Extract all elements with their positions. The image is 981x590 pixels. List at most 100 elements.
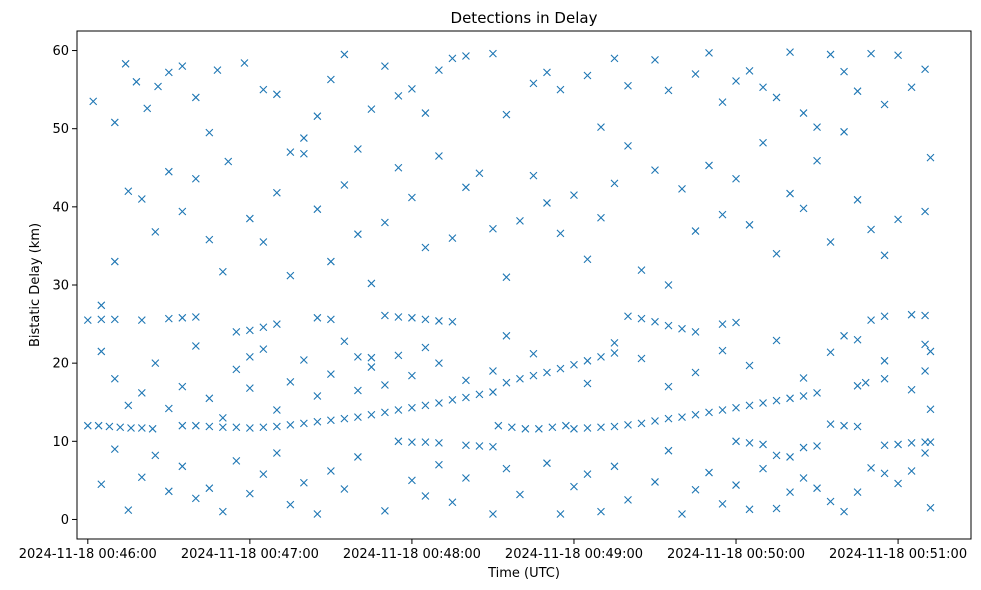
data-point — [313, 205, 322, 214]
data-point — [110, 257, 119, 266]
data-point — [245, 353, 254, 361]
data-point — [164, 404, 173, 413]
data-point — [191, 494, 200, 503]
data-point — [786, 394, 794, 403]
data-point — [691, 70, 700, 78]
data-point — [732, 403, 740, 412]
data-point — [448, 317, 457, 326]
data-point — [232, 423, 241, 432]
data-point — [651, 478, 659, 486]
data-point — [259, 323, 268, 332]
data-point — [772, 93, 781, 102]
chart-title: Detections in Delay — [451, 9, 598, 27]
data-point — [745, 361, 754, 370]
data-point — [502, 464, 511, 473]
data-point — [475, 442, 484, 450]
data-point — [921, 367, 929, 375]
data-point — [272, 449, 281, 457]
data-point — [570, 424, 578, 433]
data-point — [664, 446, 673, 455]
data-point — [853, 87, 862, 96]
data-point — [448, 54, 457, 63]
data-point — [610, 462, 619, 471]
data-point — [381, 381, 389, 389]
data-point — [408, 476, 416, 485]
data-point — [421, 438, 430, 446]
y-tick-label: 20 — [52, 357, 69, 372]
data-point — [218, 507, 227, 516]
data-point — [664, 414, 673, 423]
data-point — [583, 424, 592, 432]
x-tick-label: 2024-11-18 00:49:00 — [505, 547, 643, 562]
data-point — [354, 453, 362, 461]
data-point — [448, 395, 457, 404]
data-point — [926, 347, 935, 356]
data-point — [583, 470, 592, 479]
data-point — [97, 480, 106, 489]
data-point — [489, 49, 497, 58]
data-point — [340, 337, 349, 346]
data-point — [326, 467, 335, 475]
data-point — [759, 138, 767, 147]
data-point — [326, 257, 335, 266]
data-point — [894, 440, 902, 449]
data-point — [435, 359, 443, 368]
data-point — [178, 313, 187, 322]
y-tick-label: 0 — [61, 513, 69, 528]
data-point — [313, 313, 322, 322]
data-point — [718, 406, 727, 414]
data-point — [205, 128, 214, 137]
data-point — [151, 227, 160, 236]
data-point — [137, 424, 146, 432]
data-point — [354, 230, 362, 239]
data-point — [205, 422, 214, 431]
data-point — [97, 301, 106, 310]
data-point — [745, 401, 754, 410]
data-point — [178, 382, 187, 391]
data-point — [240, 59, 249, 67]
data-point — [543, 68, 551, 77]
data-point — [507, 423, 516, 432]
data-point — [926, 405, 935, 414]
data-point — [583, 356, 592, 365]
y-axis-label: Bistatic Delay (km) — [28, 223, 43, 347]
data-point — [137, 316, 146, 325]
data-point — [137, 195, 146, 203]
data-point — [299, 419, 308, 428]
data-point — [772, 451, 781, 460]
data-point — [137, 473, 146, 482]
data-point — [529, 171, 538, 180]
data-point — [597, 213, 605, 222]
data-point — [718, 499, 727, 508]
data-point — [381, 506, 389, 515]
data-point — [191, 342, 200, 350]
data-point — [502, 110, 511, 119]
data-point — [110, 374, 119, 383]
data-point — [926, 503, 935, 512]
data-point — [624, 141, 632, 150]
data-point — [151, 451, 160, 460]
data-point — [867, 225, 875, 234]
data-point — [651, 166, 659, 175]
data-point — [691, 328, 700, 336]
data-point — [489, 224, 497, 233]
data-point — [340, 414, 349, 423]
data-point — [191, 313, 200, 321]
data-point — [462, 441, 470, 450]
data-point — [880, 469, 889, 478]
data-point — [907, 83, 916, 92]
x-tick-label: 2024-11-18 00:51:00 — [829, 547, 967, 562]
data-point — [534, 424, 543, 433]
data-point — [354, 386, 362, 395]
data-point — [435, 66, 443, 74]
data-point — [394, 406, 403, 414]
data-point — [435, 438, 443, 447]
data-point — [826, 348, 835, 357]
data-point — [272, 422, 281, 431]
data-point — [705, 408, 713, 417]
data-point — [245, 384, 254, 393]
data-point — [151, 359, 160, 368]
data-point — [367, 410, 376, 419]
data-point — [880, 312, 889, 321]
data-point — [354, 353, 362, 361]
